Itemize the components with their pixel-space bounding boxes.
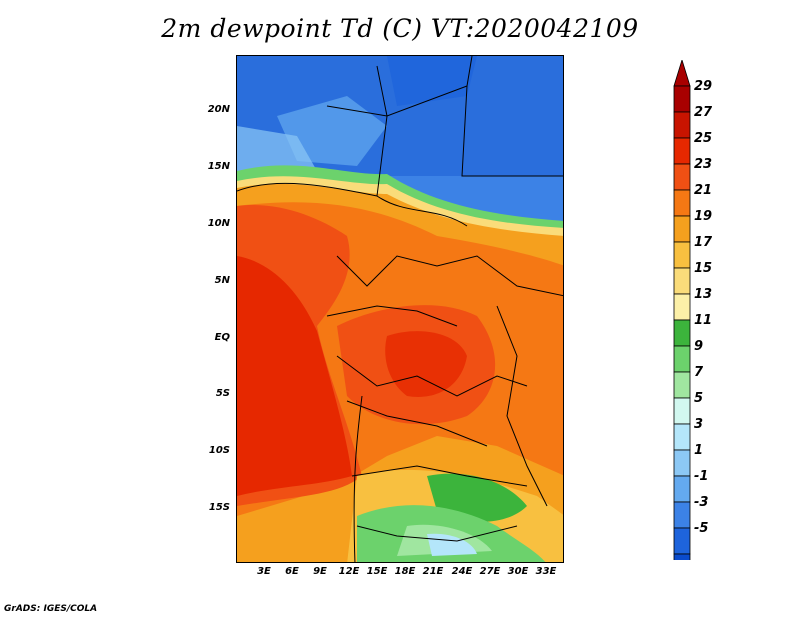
colorbar-label: 15: [694, 261, 713, 276]
colorbar-label: -1: [694, 469, 709, 484]
colorbar-label: 9: [694, 339, 704, 354]
lat-label: 10N: [207, 218, 230, 229]
colorbar-label: 21: [694, 183, 713, 198]
lon-label: 21E: [422, 566, 444, 577]
colorbar-swatch: [673, 163, 691, 191]
colorbar-swatch: [673, 215, 691, 243]
lon-label: 9E: [313, 566, 327, 577]
lat-label: 20N: [207, 104, 230, 115]
grads-credit: GrADS: IGES/COLA: [4, 604, 98, 614]
lon-label: 30E: [507, 566, 529, 577]
lat-label: 15S: [208, 502, 230, 513]
colorbar-swatch: [673, 293, 691, 321]
colorbar-label: 25: [694, 131, 713, 146]
lon-label: 27E: [479, 566, 501, 577]
colorbar-label: 23: [694, 157, 713, 172]
lat-label: 5N: [214, 275, 230, 286]
lon-label: 18E: [394, 566, 416, 577]
colorbar-swatch: [673, 241, 691, 269]
colorbar-swatch: [673, 371, 691, 399]
colorbar-swatch: [673, 345, 691, 373]
colorbar-label: -5: [694, 521, 709, 536]
colorbar-swatch: [673, 553, 691, 560]
colorbar-label: -3: [694, 495, 709, 510]
lon-label: 33E: [535, 566, 557, 577]
dewpoint-map: [236, 55, 564, 563]
colorbar-swatch: [673, 111, 691, 139]
colorbar-label: 3: [694, 417, 704, 432]
colorbar-label: 17: [694, 235, 713, 250]
colorbar-swatch: [673, 319, 691, 347]
lon-label: 15E: [366, 566, 388, 577]
colorbar-top-arrow: [673, 60, 691, 87]
lon-label: 3E: [257, 566, 271, 577]
colorbar-label: 29: [694, 79, 713, 94]
colorbar-label: 13: [694, 287, 713, 302]
lat-label: EQ: [214, 332, 230, 343]
colorbar-swatch: [673, 475, 691, 503]
lon-label: 6E: [285, 566, 299, 577]
colorbar-swatch: [673, 423, 691, 451]
colorbar: [673, 60, 691, 560]
colorbar-label: 1: [694, 443, 704, 458]
lon-label: 24E: [451, 566, 473, 577]
colorbar-label: 19: [694, 209, 713, 224]
map-title: 2m dewpoint Td (C) VT:2020042109: [161, 14, 639, 43]
colorbar-swatch: [673, 137, 691, 165]
colorbar-label: 5: [694, 391, 704, 406]
lat-label: 15N: [207, 161, 230, 172]
colorbar-swatch: [673, 397, 691, 425]
colorbar-swatch: [673, 527, 691, 555]
colorbar-swatch: [673, 189, 691, 217]
colorbar-swatch: [673, 85, 691, 113]
colorbar-swatch: [673, 501, 691, 529]
lat-label: 10S: [208, 445, 230, 456]
colorbar-swatch: [673, 449, 691, 477]
colorbar-swatch: [673, 267, 691, 295]
colorbar-label: 7: [694, 365, 704, 380]
lat-label: 5S: [215, 388, 230, 399]
country-borders: [237, 56, 563, 562]
colorbar-label: 27: [694, 105, 713, 120]
colorbar-label: 11: [694, 313, 713, 328]
lon-label: 12E: [338, 566, 360, 577]
dewpoint-field: [237, 56, 563, 562]
